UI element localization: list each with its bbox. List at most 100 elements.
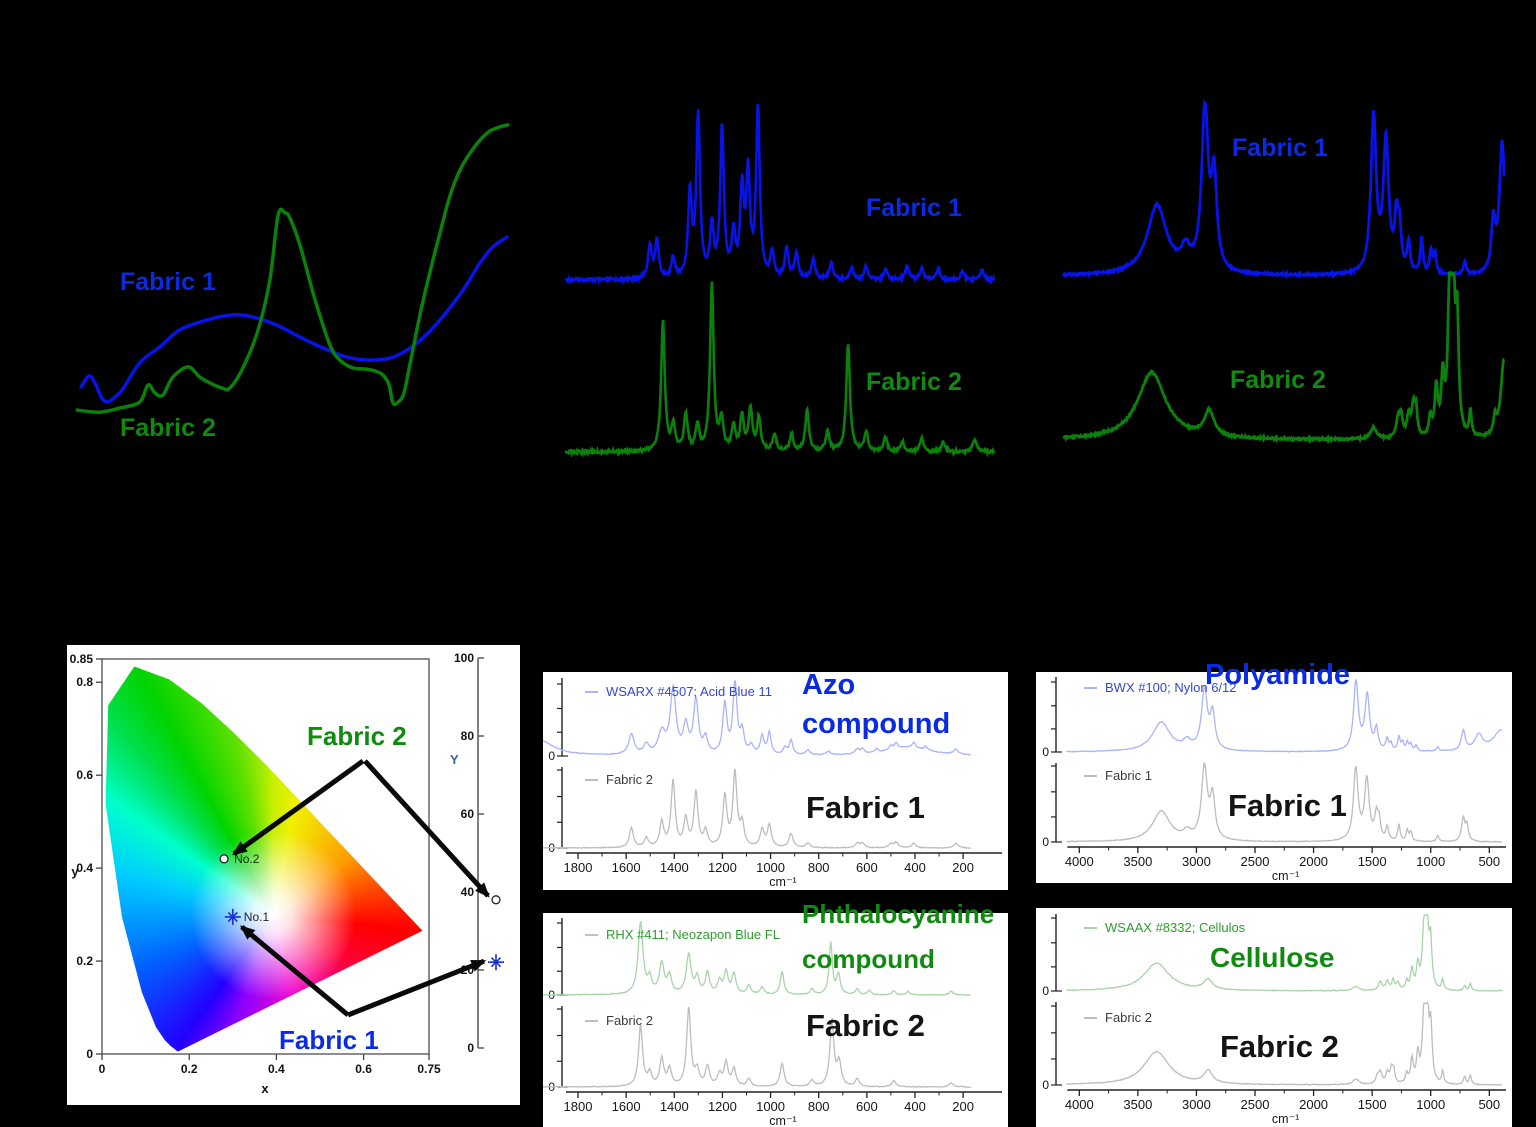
x-tick-label: 200 [952,860,974,875]
azo-compound-line2: compound [802,708,951,740]
raman-fabric2-label: Fabric 2 [866,368,962,396]
cie-x-tick-label: 0 [99,1062,106,1076]
cellulose-annotation: Cellulose [1210,942,1335,973]
cie-y-tick-label: 0.2 [76,954,93,968]
x-tick-label: 1000 [756,860,785,875]
azo-library-legend: WSARX #4507; Acid Blue 11 [585,684,772,699]
cie-Y-tick-label: 80 [461,729,475,743]
x-tick-label: 3500 [1123,1097,1152,1112]
cie-y-tick-label: 0.4 [76,861,93,875]
x-tick-label: 3000 [1182,854,1211,869]
library-trace-swatch [1084,926,1097,929]
cie-y-axis-title: y [71,864,79,879]
cie-point-no1 [224,908,241,925]
uvvis-fabric1-label: Fabric 1 [120,268,216,296]
fabric1-uvvis-curve [79,235,509,404]
fabric2-ftir-trace [1062,270,1505,445]
cie-plot-box [101,658,430,1055]
cellulose-spectra: 0 0 4000 3500 3000 2500 2000 1500 1000 500 cm⁻¹ [1042,913,1506,1126]
library-trace-swatch [585,690,598,693]
sample-trace [543,768,972,849]
x-tick-label: 200 [952,1099,974,1114]
cie-Y-tick-label: 100 [454,651,474,665]
cie-Y-tick-label: 60 [461,807,475,821]
cie-x-tick-label: 0.4 [268,1062,285,1076]
ftir-fabric1-label: Fabric 1 [1232,134,1328,162]
phthalo-sample-legend: Fabric 2 [585,1013,653,1028]
x-axis-unit-label: cm⁻¹ [1272,1112,1299,1126]
uvvis-fabric2-label: Fabric 2 [120,414,216,442]
sample-trace-swatch [585,1019,598,1022]
cellulose-sample-legend: Fabric 2 [1084,1010,1152,1025]
x-tick-label: 1600 [612,860,641,875]
ftir-spectra-chart [1062,99,1506,445]
x-tick-label: 2500 [1241,1097,1270,1112]
nylon-library-legend: BWX #100; Nylon 6/12 [1084,680,1237,695]
x-tick-label: 1400 [660,860,689,875]
azo-sample-annotation: Fabric 1 [806,790,925,825]
annotation-arrow-4 [347,958,487,1018]
fabric2-uvvis-curve [75,123,510,414]
uvvis-reflectance-chart [75,123,510,414]
cie-y-tick-label: 0.8 [76,675,93,689]
x-tick-label: 1800 [564,860,593,875]
x-tick-label: 1500 [1358,854,1387,869]
x-tick-label: 400 [904,860,926,875]
phthalocyanine-annotation: Phthalocyanine compound [802,892,994,982]
library-trace-swatch [1084,686,1097,689]
x-tick-label: 3000 [1182,1097,1211,1112]
x-tick-label: 3500 [1123,854,1152,869]
fabric2-raman-trace [564,281,996,459]
x-tick-label: 500 [1478,1097,1500,1112]
x-tick-label: 4000 [1065,854,1094,869]
azo-match-panel: 0 0 1800 1600 1400 1200 1000 800 600 400 200 cm⁻¹ W… [543,672,1008,890]
ftir-fabric2-label: Fabric 2 [1230,366,1326,394]
x-tick-label: 1400 [660,1099,689,1114]
azo-sample-legend-text: Fabric 2 [606,772,653,787]
x-tick-label: 1600 [612,1099,641,1114]
x-tick-label: 1200 [708,1099,737,1114]
zero-label: 0 [1042,984,1049,998]
cie-Y-tick-label: 40 [461,885,475,899]
cie-point-no2-label: No.2 [234,852,260,866]
cie-point-no1-label: No.1 [244,910,270,924]
x-tick-label: 1200 [708,860,737,875]
azo-compound-annotation: Azo compound [802,666,950,744]
cie-x-axis-title: x [261,1081,269,1096]
x-axis-unit-label: cm⁻¹ [1272,869,1299,883]
cie-Y-point-no1 [488,954,504,971]
library-trace [543,921,971,996]
x-tick-label: 1000 [756,1099,785,1114]
phthalo-sample-legend-text: Fabric 2 [606,1013,653,1028]
zero-label: 0 [1042,835,1049,849]
sample-trace [1066,762,1503,843]
cie-fabric1-label: Fabric 1 [279,1025,379,1055]
cellulose-sample-legend-text: Fabric 2 [1105,1010,1152,1025]
polyamide-match-panel: 0 0 4000 3500 3000 2500 2000 1500 1000 500 cm⁻¹ BW… [1036,672,1512,883]
zero-label: 0 [1042,745,1049,759]
x-tick-label: 4000 [1065,1097,1094,1112]
x-tick-label: 1800 [564,1099,593,1114]
nylon-sample-legend-text: Fabric 1 [1105,768,1152,783]
sample-trace-swatch [1084,1016,1097,1019]
phthalo-library-legend-text: RHX #411; Neozapon Blue FL [606,927,780,942]
cellulose-sample-annotation: Fabric 2 [1220,1029,1339,1064]
cie-point-no2 [219,854,229,864]
phthalo-compound-line2: compound [802,944,935,974]
zero-label: 0 [548,749,555,763]
x-tick-label: 2500 [1241,854,1270,869]
x-tick-label: 2000 [1299,854,1328,869]
cie-Y-tick-label: 0 [467,1041,474,1055]
cellulose-match-panel: 0 0 4000 3500 3000 2500 2000 1500 1000 500 cm⁻¹ WS… [1036,908,1512,1127]
library-trace [543,680,971,756]
cie-y-tick-label: 0 [86,1047,93,1061]
x-tick-label: 600 [856,1099,878,1114]
x-axis-unit-label: cm⁻¹ [769,875,796,889]
fabric1-raman-trace [564,103,996,286]
x-tick-label: 500 [1478,854,1500,869]
x-axis-unit-label: cm⁻¹ [769,1114,796,1127]
cie-chromaticity-panel: 00.20.40.60.7500.20.40.60.80.85xy0204060… [67,645,520,1105]
x-tick-label: 1500 [1358,1097,1387,1112]
